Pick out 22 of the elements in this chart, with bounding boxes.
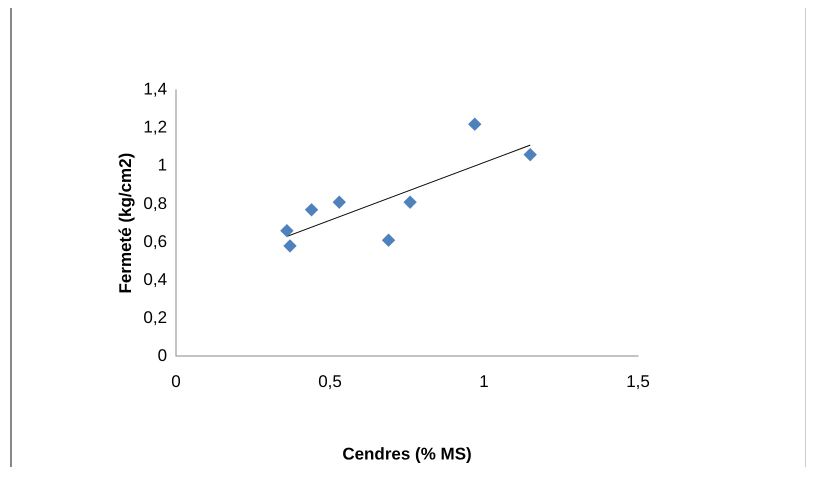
point — [332, 196, 346, 209]
y-tick-label: 0,8 — [143, 194, 168, 213]
point — [524, 148, 537, 162]
x-tick-label: 1 — [479, 372, 489, 392]
y-tick-label: 0,4 — [143, 270, 168, 289]
point — [280, 224, 294, 238]
y-tick-label: 0 — [158, 346, 168, 365]
x-tick-label: 0 — [171, 372, 181, 392]
point — [404, 196, 417, 209]
x-tick-label: 0,5 — [318, 372, 342, 392]
y-tick-label: 0,2 — [143, 308, 168, 327]
y-axis-title: Fermeté (kg/cm2) — [116, 152, 135, 294]
y-tick-label: 0,6 — [143, 232, 168, 251]
point — [468, 118, 482, 131]
y-tick-label: 1,4 — [143, 80, 168, 99]
x-tick-label: 1,5 — [626, 372, 650, 392]
y-tick-label: 1 — [158, 156, 168, 175]
point — [283, 239, 296, 252]
point — [382, 234, 396, 247]
point — [305, 203, 318, 216]
x-axis-title: Cendres (% MS) — [342, 444, 472, 464]
y-tick-label: 1,2 — [143, 118, 168, 137]
